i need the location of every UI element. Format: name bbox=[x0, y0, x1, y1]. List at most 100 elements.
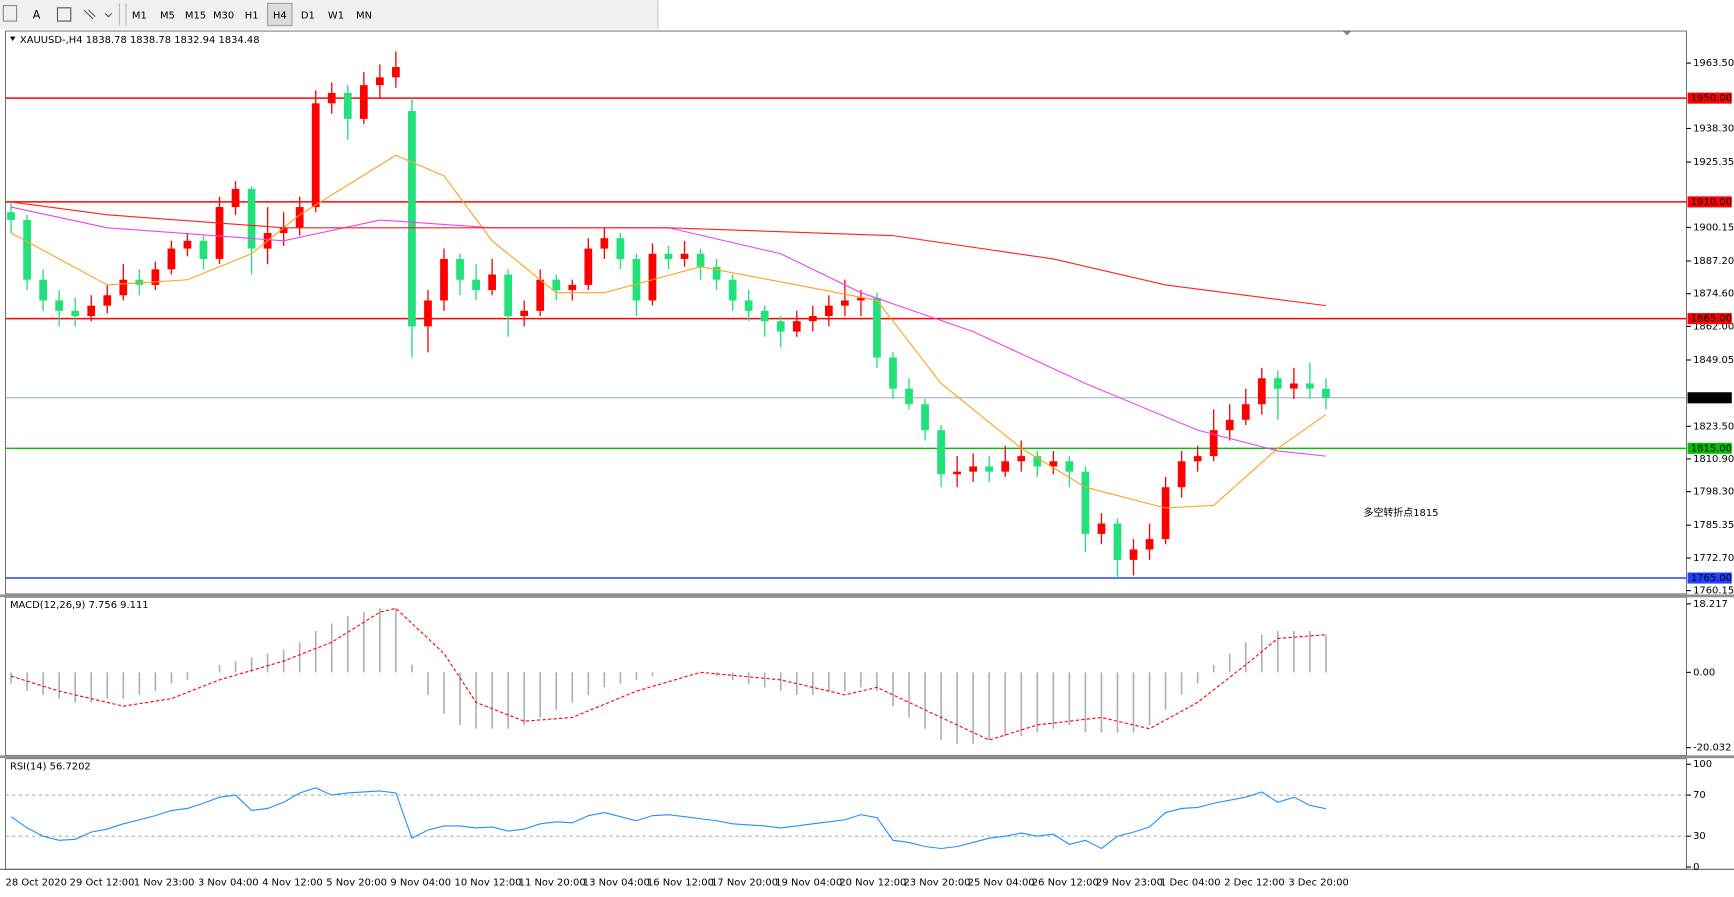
active-period bbox=[267, 2, 293, 27]
candle-body bbox=[584, 248, 593, 285]
candle-body bbox=[71, 310, 80, 317]
level-label: 1815.00 bbox=[1691, 443, 1732, 454]
candle-body bbox=[616, 238, 625, 259]
y-tick-label: 1798.30 bbox=[1693, 487, 1734, 498]
candle-body bbox=[231, 188, 240, 208]
candle-body bbox=[183, 240, 192, 249]
y-tick-label: 70 bbox=[1693, 790, 1706, 801]
candle-body bbox=[600, 238, 609, 249]
x-tick-label: 13 Nov 04:00 bbox=[583, 878, 650, 889]
level-tag bbox=[1687, 92, 1732, 104]
level-label: 1910.00 bbox=[1691, 197, 1732, 208]
period-button[interactable]: M5 bbox=[160, 11, 175, 22]
x-tick-label: 16 Nov 12:00 bbox=[647, 878, 714, 889]
shift-marker bbox=[1342, 31, 1352, 36]
candle-body bbox=[295, 207, 304, 228]
candle-body bbox=[1017, 456, 1026, 462]
candle-body bbox=[359, 85, 368, 119]
period-button[interactable]: H1 bbox=[245, 11, 259, 22]
candle-body bbox=[103, 295, 112, 306]
candle-body bbox=[824, 305, 833, 317]
x-tick-label: 2 Dec 12:00 bbox=[1224, 878, 1285, 889]
candle-body bbox=[744, 300, 753, 311]
y-tick-label: -20.032 bbox=[1693, 743, 1731, 754]
y-tick-label: 1810.90 bbox=[1693, 454, 1734, 465]
candle-body bbox=[937, 430, 945, 475]
period-button[interactable]: M1 bbox=[132, 11, 147, 22]
candle-body bbox=[440, 258, 448, 301]
candle-body bbox=[135, 279, 144, 285]
level-tag bbox=[1687, 572, 1732, 584]
candle-body bbox=[1177, 461, 1186, 488]
period-button[interactable]: M15 bbox=[185, 11, 206, 22]
candle-body bbox=[873, 297, 881, 358]
candle-body bbox=[728, 279, 737, 301]
candle-body bbox=[167, 248, 176, 270]
candle-body bbox=[1145, 539, 1154, 550]
candle-body bbox=[215, 207, 224, 259]
y-tick-label: 1862.00 bbox=[1693, 321, 1734, 332]
period-button[interactable]: H4 bbox=[273, 11, 287, 22]
objects-tool[interactable] bbox=[83, 9, 113, 20]
candle-body bbox=[456, 258, 464, 280]
candle-body bbox=[23, 220, 31, 280]
x-tick-label: 26 Nov 12:00 bbox=[1032, 878, 1099, 889]
candle-body bbox=[1065, 461, 1074, 472]
period-button[interactable]: W1 bbox=[328, 11, 344, 22]
candle-body bbox=[552, 279, 561, 291]
candle-body bbox=[712, 266, 721, 280]
x-tick-label: 20 Nov 12:00 bbox=[839, 878, 906, 889]
moving-average bbox=[10, 206, 1326, 457]
candle-body bbox=[536, 279, 545, 311]
period-button[interactable]: MN bbox=[356, 11, 372, 22]
candle-body bbox=[327, 92, 336, 104]
period-button[interactable]: M30 bbox=[213, 11, 234, 22]
candle-body bbox=[632, 258, 641, 301]
separator bbox=[0, 755, 1734, 759]
candle-body bbox=[279, 227, 288, 234]
y-tick-label: 0 bbox=[1693, 862, 1699, 873]
candle-body bbox=[1161, 487, 1170, 540]
level-label: 1765.00 bbox=[1691, 573, 1732, 584]
y-tick-label: 100 bbox=[1693, 759, 1712, 770]
candle-body bbox=[55, 300, 64, 311]
moving-average bbox=[10, 201, 1327, 307]
x-tick-label: 23 Nov 20:00 bbox=[903, 878, 970, 889]
rsi-line bbox=[10, 787, 1327, 850]
y-tick-label: 1887.20 bbox=[1693, 256, 1734, 267]
candle-body bbox=[1001, 461, 1010, 472]
candle-body bbox=[1081, 471, 1090, 534]
panel-frame bbox=[5, 30, 1687, 595]
y-tick-label: 30 bbox=[1693, 831, 1706, 842]
candle-body bbox=[392, 66, 400, 78]
text-tool[interactable]: A bbox=[33, 9, 41, 22]
candle-body bbox=[375, 77, 384, 86]
indicator-title: MACD(12,26,9) 7.756 9.111 bbox=[10, 600, 149, 611]
label-tool[interactable] bbox=[56, 7, 72, 22]
candle-body bbox=[1273, 378, 1282, 389]
candle-body bbox=[1193, 456, 1202, 462]
y-tick-label: 1760.15 bbox=[1693, 586, 1734, 597]
candle-body bbox=[921, 404, 929, 431]
candle-body bbox=[343, 92, 352, 119]
indicator-title: RSI(14) 56.7202 bbox=[10, 761, 91, 772]
candle-body bbox=[39, 279, 47, 301]
candle-body bbox=[776, 321, 785, 332]
x-tick-label: 3 Dec 20:00 bbox=[1288, 878, 1349, 889]
cursor-tool[interactable] bbox=[2, 5, 18, 22]
candle-body bbox=[1225, 419, 1234, 431]
candle-body bbox=[808, 316, 817, 322]
y-tick-label: 1823.50 bbox=[1693, 421, 1734, 432]
separator bbox=[0, 594, 1734, 598]
period-button[interactable]: D1 bbox=[301, 11, 315, 22]
candle-body bbox=[664, 253, 673, 259]
candle-body bbox=[1097, 523, 1106, 534]
candle-body bbox=[953, 471, 961, 475]
candle-body bbox=[1129, 549, 1138, 560]
candle-body bbox=[151, 269, 160, 285]
candle-body bbox=[119, 279, 128, 296]
candle-body bbox=[568, 284, 577, 291]
candle-body bbox=[1033, 456, 1042, 467]
y-tick-label: 18.217 bbox=[1693, 599, 1728, 610]
